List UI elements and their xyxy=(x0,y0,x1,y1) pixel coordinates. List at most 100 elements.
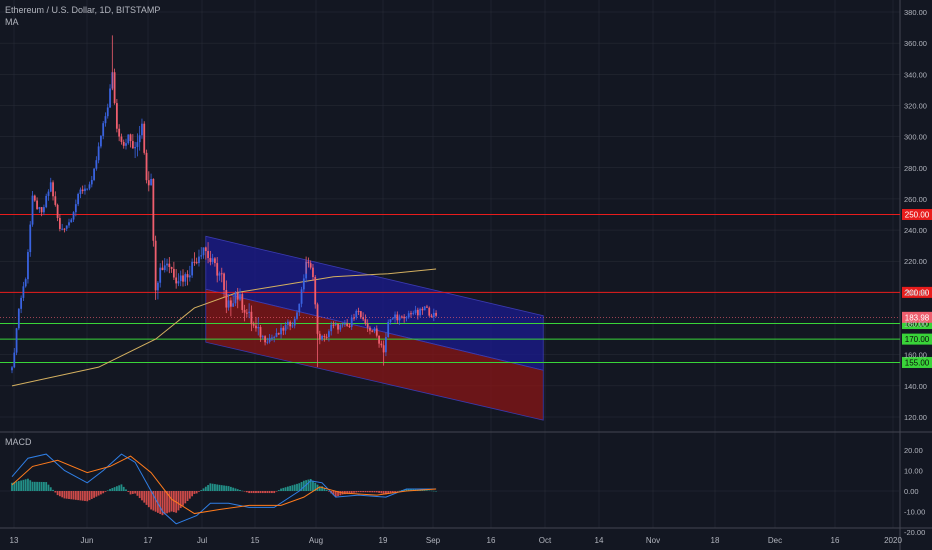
macd-hist-bar xyxy=(195,491,198,494)
candle-body xyxy=(161,267,164,271)
macd-hist-bar xyxy=(214,484,216,491)
macd-hist-bar xyxy=(398,490,401,492)
candle-body xyxy=(350,317,353,327)
candle-body xyxy=(29,224,32,253)
candle-body xyxy=(289,321,292,327)
y-tick-label: 300.00 xyxy=(904,133,927,142)
candle-body xyxy=(77,193,80,205)
macd-hist-bar xyxy=(371,491,374,493)
macd-hist-bar xyxy=(382,491,385,494)
x-tick-label: 18 xyxy=(711,536,720,545)
macd-hist-bar xyxy=(435,491,437,492)
candle-body xyxy=(302,278,305,290)
candle-body xyxy=(257,327,260,329)
candle-body xyxy=(129,134,132,142)
macd-hist-bar xyxy=(198,491,200,492)
candle-body xyxy=(191,261,194,276)
indicator-label-ma: MA xyxy=(5,17,19,27)
level-label: 170.00 xyxy=(905,335,930,344)
candle-body xyxy=(364,319,367,324)
candle-body xyxy=(141,123,143,136)
candle-body xyxy=(186,274,189,278)
candle-body xyxy=(13,352,16,368)
candle-body xyxy=(58,218,61,229)
candle-body xyxy=(359,311,362,318)
x-tick-label: 16 xyxy=(487,536,496,545)
candle-body xyxy=(369,327,371,331)
macd-hist-bar xyxy=(305,480,308,491)
candle-body xyxy=(220,273,223,275)
macd-hist-bar xyxy=(282,487,285,491)
macd-hist-bar xyxy=(357,491,360,493)
candle-body xyxy=(245,312,248,314)
macd-hist-bar xyxy=(337,491,339,497)
macd-hist-bar xyxy=(275,491,278,492)
macd-hist-bar xyxy=(211,483,214,491)
candle-body xyxy=(366,323,369,328)
candle-body xyxy=(177,281,180,284)
candle-body xyxy=(102,123,105,136)
candle-body xyxy=(195,262,198,264)
candle-body xyxy=(90,179,93,185)
macd-hist-bar xyxy=(58,491,61,497)
macd-hist-bar xyxy=(234,488,237,491)
candle-body xyxy=(193,261,196,263)
signal-line xyxy=(11,455,437,515)
macd-hist-bar xyxy=(79,491,82,501)
macd-hist-bar xyxy=(241,490,244,492)
candle-body xyxy=(63,228,66,230)
y-tick-label: 200.00 xyxy=(904,288,927,297)
candle-body xyxy=(33,195,36,201)
macd-hist-bar xyxy=(200,490,203,491)
candle-body xyxy=(296,312,298,319)
candle-body xyxy=(61,228,64,230)
candle-body xyxy=(49,182,52,192)
macd-hist-bar xyxy=(223,485,225,491)
candle-body xyxy=(81,189,84,192)
macd-hist-bar xyxy=(248,491,251,494)
macd-hist-bar xyxy=(355,491,358,493)
macd-hist-bar xyxy=(216,484,219,491)
macd-hist-bar xyxy=(318,486,321,491)
macd-hist-bar xyxy=(102,491,105,494)
x-tick-label: 17 xyxy=(144,536,153,545)
macd-hist-bar xyxy=(239,489,241,491)
candle-body xyxy=(79,189,82,194)
macd-hist-bar xyxy=(220,485,223,491)
candle-body xyxy=(70,219,73,223)
macd-hist-bar xyxy=(350,491,353,494)
macd-hist-bar xyxy=(307,479,310,491)
macd-hist-bar xyxy=(405,488,408,491)
candle-body xyxy=(109,88,111,108)
macd-hist-bar xyxy=(20,480,23,491)
macd-hist-bar xyxy=(36,481,38,491)
candle-body xyxy=(400,316,403,318)
macd-hist-bar xyxy=(166,491,168,514)
candle-body xyxy=(216,263,219,276)
candle-body xyxy=(168,263,171,267)
candle-body xyxy=(38,207,41,209)
candle-body xyxy=(337,324,339,330)
macd-hist-bar xyxy=(97,491,100,496)
candle-body xyxy=(36,200,38,209)
macd-hist-bar xyxy=(29,480,32,491)
candle-body xyxy=(332,324,335,326)
y-tick-label: 320.00 xyxy=(904,101,927,110)
macd-hist-bar xyxy=(131,491,134,494)
candle-body xyxy=(282,327,285,331)
macd-hist-bar xyxy=(134,491,137,494)
last-price-label: 183.98 xyxy=(905,313,930,322)
macd-y-tick-label: 0.00 xyxy=(904,487,919,496)
macd-hist-bar xyxy=(312,480,314,491)
macd-hist-bar xyxy=(168,491,171,513)
candle-body xyxy=(419,308,422,316)
macd-hist-bar xyxy=(348,491,351,494)
candle-body xyxy=(430,315,433,318)
candle-body xyxy=(175,277,178,284)
candle-body xyxy=(385,337,387,353)
candle-body xyxy=(182,275,184,282)
candle-body xyxy=(227,300,230,308)
candle-body xyxy=(24,279,27,287)
macd-hist-bar xyxy=(218,484,221,491)
